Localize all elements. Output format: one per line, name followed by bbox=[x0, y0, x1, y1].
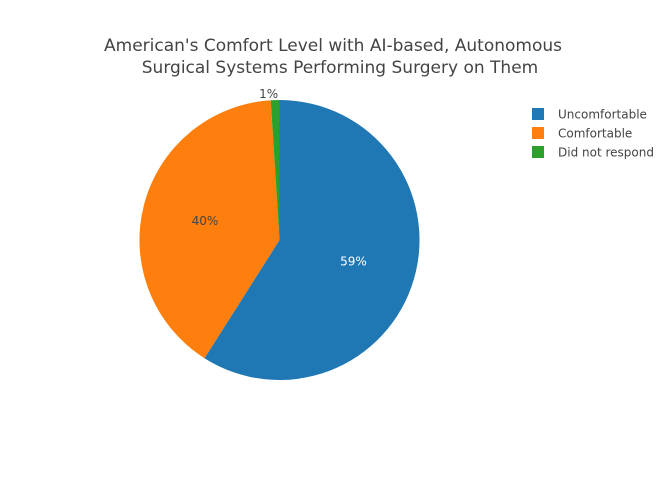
chart-title-line-1: American's Comfort Level with AI-based, … bbox=[104, 36, 562, 56]
legend-label-comfortable[interactable]: Comfortable bbox=[558, 127, 632, 141]
chart-title: American's Comfort Level with AI-based, … bbox=[104, 36, 562, 78]
legend-label-did-not-respond[interactable]: Did not respond bbox=[558, 146, 654, 160]
legend-label-uncomfortable[interactable]: Uncomfortable bbox=[558, 108, 647, 122]
slice-label-did-not-respond: 1% bbox=[259, 87, 278, 101]
legend-swatch-comfortable[interactable] bbox=[532, 127, 544, 139]
legend-swatch-uncomfortable[interactable] bbox=[532, 108, 544, 120]
slice-label-uncomfortable: 59% bbox=[340, 255, 367, 269]
slice-label-comfortable: 40% bbox=[192, 214, 219, 228]
pie-slices bbox=[139, 100, 420, 380]
pie-slice-uncomfortable bbox=[204, 100, 420, 380]
pie-slice-did-not-respond bbox=[270, 100, 280, 240]
chart-title-line-2: Surgical Systems Performing Surgery on T… bbox=[142, 58, 538, 78]
pie-slice-comfortable bbox=[139, 100, 280, 359]
pie-slice-labels: 59% 40% 1% bbox=[192, 87, 367, 268]
legend-swatch-did-not-respond[interactable] bbox=[532, 146, 544, 158]
legend: Uncomfortable Comfortable Did not respond bbox=[532, 108, 654, 160]
